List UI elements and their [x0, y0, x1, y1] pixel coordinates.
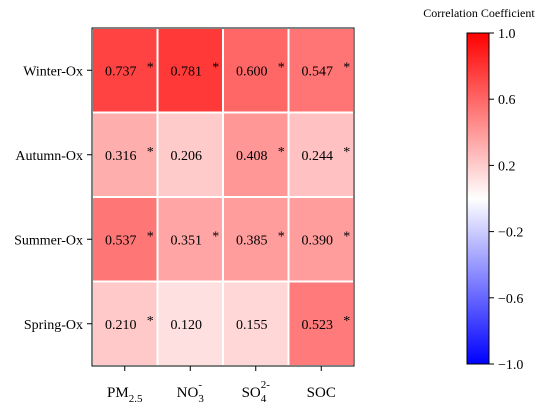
cell-value-label: 0.737 — [105, 64, 137, 79]
cell-value-label: 0.316 — [105, 149, 137, 164]
cell-value-label: 0.600 — [236, 64, 268, 79]
significance-marker: * — [212, 229, 219, 244]
colorbar-gradient — [466, 32, 490, 365]
column-labels: PM2.5 NO3- SO42- SOC — [107, 366, 336, 405]
row-label: Autumn-Ox — [15, 149, 83, 164]
colorbar-tick-label: 0.6 — [498, 93, 516, 108]
cell-value-label: 0.781 — [171, 64, 203, 79]
cell-value-label: 0.210 — [105, 318, 137, 333]
cell-value-label: 0.408 — [236, 149, 268, 164]
column-label: SO42- — [242, 379, 271, 405]
heatmap-cell — [287, 196, 355, 283]
cell-value-label: 0.351 — [171, 233, 203, 248]
heatmap-cell — [287, 111, 355, 198]
column-label: PM2.5 — [107, 385, 143, 405]
colorbar-tick-label: −0.2 — [498, 226, 523, 241]
row-label: Summer-Ox — [14, 233, 83, 248]
colorbar-tick-label: 1.0 — [498, 27, 516, 42]
significance-marker: * — [147, 229, 154, 244]
significance-marker: * — [147, 60, 154, 75]
significance-marker: * — [343, 60, 350, 75]
row-labels: Winter-Ox Autumn-Ox Summer-Ox Spring-Ox — [14, 64, 92, 333]
significance-marker: * — [147, 314, 154, 329]
significance-marker: * — [212, 60, 219, 75]
significance-marker: * — [278, 60, 285, 75]
significance-marker: * — [278, 145, 285, 160]
colorbar: 1.0 0.6 0.2 −0.2 −0.6 −1.0 — [466, 27, 523, 373]
cell-value-label: 0.206 — [171, 149, 203, 164]
cell-value-label: 0.120 — [171, 318, 203, 333]
heatmap-cell — [156, 196, 224, 283]
colorbar-tick-label: −0.6 — [498, 292, 523, 307]
cell-value-label: 0.244 — [302, 149, 334, 164]
cell-value-label: 0.390 — [302, 233, 334, 248]
heatmap-cell — [156, 280, 224, 367]
significance-marker: * — [278, 229, 285, 244]
significance-marker: * — [343, 314, 350, 329]
heatmap-cell-labels: 0.737 * 0.781 * 0.600 * 0.547 * 0.316 * 0.206 0.408… — [105, 60, 350, 333]
significance-marker: * — [343, 229, 350, 244]
row-label: Winter-Ox — [23, 64, 83, 79]
significance-marker: * — [343, 145, 350, 160]
cell-value-label: 0.155 — [236, 318, 268, 333]
heatmap-cell — [156, 27, 224, 114]
plot-frame — [91, 27, 355, 367]
column-label: SOC — [307, 385, 336, 401]
colorbar-tick-label: −1.0 — [498, 358, 523, 373]
row-label: Spring-Ox — [24, 318, 83, 333]
cell-value-label: 0.385 — [236, 233, 268, 248]
column-label: NO3- — [177, 379, 205, 405]
heatmap-cell — [156, 111, 224, 198]
colorbar-tick-label: 0.2 — [498, 159, 516, 174]
cell-value-label: 0.537 — [105, 233, 137, 248]
significance-marker: * — [147, 145, 154, 160]
colorbar-title: Correlation Coefficient — [423, 6, 535, 20]
heatmap-cell — [287, 280, 355, 367]
cell-value-label: 0.547 — [302, 64, 334, 79]
cell-value-label: 0.523 — [302, 318, 334, 333]
